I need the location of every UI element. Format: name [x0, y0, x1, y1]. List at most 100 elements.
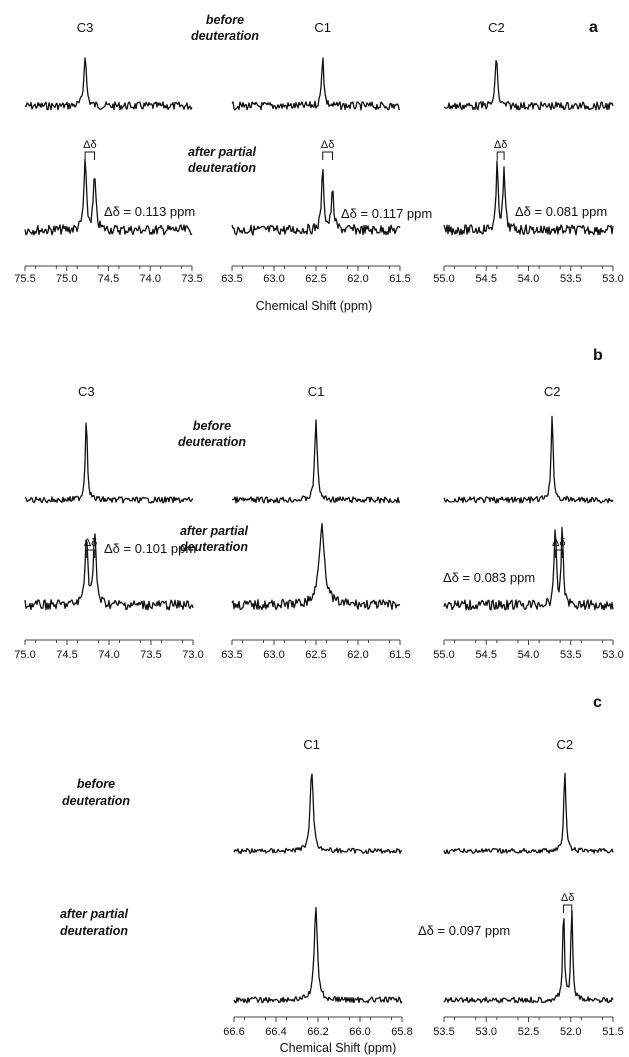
panel-b-c2-delta-value: Δδ = 0.083 ppm: [443, 570, 535, 585]
panel-a-c2-carbon-label: C2: [488, 20, 505, 35]
panel-b-c2-carbon-label: C2: [544, 384, 561, 399]
panel-a-c3-tick-label: 74.5: [98, 273, 119, 285]
panel-a-c2-tick-label: 54.0: [518, 273, 539, 285]
panel-a-c2-tick-label: 53.5: [560, 273, 581, 285]
panel-b-c3-tick-label: 74.5: [56, 649, 77, 661]
panel-a-c3-after-spectrum: [24, 158, 193, 236]
panel-b-c2-before-spectrum: [443, 415, 614, 504]
panel-a-c2-tick-label: 55.0: [433, 273, 454, 285]
panel-b-c2-after-spectrum: [443, 526, 614, 611]
panel-c-c2-tick-label: 51.5: [602, 1026, 623, 1038]
panel-c-c2-tick-label: 53.0: [476, 1026, 497, 1038]
panel-c-c2-delta-value: Δδ = 0.097 ppm: [418, 923, 510, 938]
panel-a-after-line2: deuteration: [188, 161, 256, 175]
panel-c-after-line1: after partial: [60, 907, 129, 921]
panel-b-c1-tick-label: 63.0: [263, 649, 284, 661]
panel-b-c2-tick-label: 53.0: [602, 649, 623, 661]
panel-a-c2-delta-symbol: Δδ: [494, 139, 507, 151]
panel-a-label: a: [589, 19, 598, 36]
panel-c-c2-doublet-bracket: [563, 904, 573, 913]
spectra-layer: C3 75.5 75.0 74.5 74.0 73.5 Δδ Δδ = 0.113 ppm C1…: [14, 20, 623, 1038]
panel-a-c3-doublet-bracket: [84, 151, 96, 160]
panel-a-c3-tick-label: 75.5: [14, 273, 35, 285]
panel-b-c3-tick-label: 73.5: [140, 649, 161, 661]
panel-a-c1-tick-label: 62.0: [347, 273, 368, 285]
panel-a-xlabel: Chemical Shift (ppm): [256, 299, 373, 313]
panel-c-c2-before-spectrum: [443, 772, 614, 855]
panel-a-c2-tick-label: 53.0: [602, 273, 623, 285]
panel-c-c1-tick-label: 66.2: [307, 1026, 328, 1038]
panel-b-c2-tick-label: 54.5: [476, 649, 497, 661]
panel-b-c1-tick-label: 63.5: [221, 649, 242, 661]
panel-c-c1-after-spectrum: [233, 906, 403, 1004]
panel-a-c3-delta-value: Δδ = 0.113 ppm: [104, 204, 195, 219]
panel-b-c3-tick-label: 75.0: [14, 649, 35, 661]
panel-b-c2-doublet-bracket: [554, 549, 563, 558]
panel-c-c2-after-spectrum: [443, 909, 614, 1004]
panel-a-c1-tick-label: 63.0: [263, 273, 284, 285]
panel-b-after-line1: after partial: [180, 524, 249, 538]
panel-a-after-line1: after partial: [188, 145, 257, 159]
panel-b-c2-tick-label: 53.5: [560, 649, 581, 661]
panel-a-c1-delta-value: Δδ = 0.117 ppm: [341, 206, 432, 221]
panel-b-c3-tick-label: 74.0: [98, 649, 119, 661]
panel-c-c2-tick-label: 53.5: [433, 1026, 454, 1038]
panel-a-c1-tick-label: 61.5: [389, 273, 410, 285]
panel-a-c1-after-spectrum: [231, 168, 401, 236]
panel-b-c2-tick-label: 54.0: [518, 649, 539, 661]
panel-c-c1-before-spectrum: [233, 773, 403, 855]
panel-a-c3-carbon-label: C3: [77, 20, 94, 35]
panel-a-c2-tick-label: 54.5: [476, 273, 497, 285]
panel-a-c1-delta-symbol: Δδ: [321, 139, 334, 151]
panel-b-c2-tick-label: 55.0: [433, 649, 454, 661]
panel-b-before-line1: before: [193, 419, 231, 433]
panel-b-after-line2: deuteration: [180, 540, 248, 554]
panel-b-c1-carbon-label: C1: [308, 384, 325, 399]
panel-b-before-line2: deuteration: [178, 435, 246, 449]
panel-a-c1-tick-label: 63.5: [221, 273, 242, 285]
panel-a-c2-after-spectrum: [443, 160, 614, 236]
panel-a-before-line1: before: [206, 13, 244, 27]
panel-a-c1-doublet-bracket: [322, 151, 334, 160]
panel-c-label: c: [593, 694, 602, 711]
panel-a-c3-before-spectrum: [24, 57, 193, 111]
panel-a-c3-tick-label: 73.5: [181, 273, 202, 285]
panel-b-label: b: [593, 347, 603, 364]
panel-b-c1-before-spectrum: [231, 419, 401, 504]
panel-a-c3-delta-symbol: Δδ: [83, 139, 96, 151]
panel-c-xlabel: Chemical Shift (ppm): [280, 1041, 397, 1055]
panel-b-c1-tick-label: 62.5: [305, 649, 326, 661]
panel-b-c3-before-spectrum: [24, 422, 194, 504]
panel-c-c2-tick-label: 52.0: [560, 1026, 581, 1038]
panel-a-c2-before-spectrum: [443, 59, 614, 111]
panel-a-c2-delta-value: Δδ = 0.081 ppm: [515, 204, 607, 219]
panel-b-c3-delta-value: Δδ = 0.101 ppm: [104, 541, 196, 556]
panel-c-c1-tick-label: 66.0: [349, 1026, 370, 1038]
panel-c-c2-delta-symbol: Δδ: [561, 892, 574, 904]
panel-a-c1-before-spectrum: [231, 57, 401, 111]
panel-a-c3-tick-label: 74.0: [140, 273, 161, 285]
panel-b-c3-tick-label: 73.0: [182, 649, 203, 661]
panel-b-c1-tick-label: 61.5: [389, 649, 410, 661]
panel-b-c3-doublet-bracket: [85, 549, 96, 558]
panel-b-c3-after-spectrum: [24, 533, 194, 611]
panel-b-c3-carbon-label: C3: [78, 384, 95, 399]
panel-a-c1-carbon-label: C1: [314, 20, 331, 35]
panel-b-c3-delta-symbol: Δδ: [84, 537, 97, 549]
panel-c-c1-tick-label: 65.8: [391, 1026, 412, 1038]
panel-c-c2-carbon-label: C2: [557, 737, 574, 752]
panel-c-before-line1: before: [77, 777, 115, 791]
panel-c-c2-tick-label: 52.5: [518, 1026, 539, 1038]
panel-c-c1-carbon-label: C1: [303, 737, 320, 752]
panel-c-c1-tick-label: 66.6: [223, 1026, 244, 1038]
panel-c-c1-tick-label: 66.4: [265, 1026, 286, 1038]
panel-a-before-line2: deuteration: [191, 29, 259, 43]
panel-a-c2-doublet-bracket: [496, 151, 505, 160]
panel-a-c1-tick-label: 62.5: [305, 273, 326, 285]
panel-c-before-line2: deuteration: [62, 794, 130, 808]
panel-b-c1-after-spectrum: [231, 522, 401, 611]
panel-b-c1-tick-label: 62.0: [347, 649, 368, 661]
panel-b-c2-delta-symbol: Δδ: [552, 537, 565, 549]
panel-c-after-line2: deuteration: [60, 924, 128, 938]
